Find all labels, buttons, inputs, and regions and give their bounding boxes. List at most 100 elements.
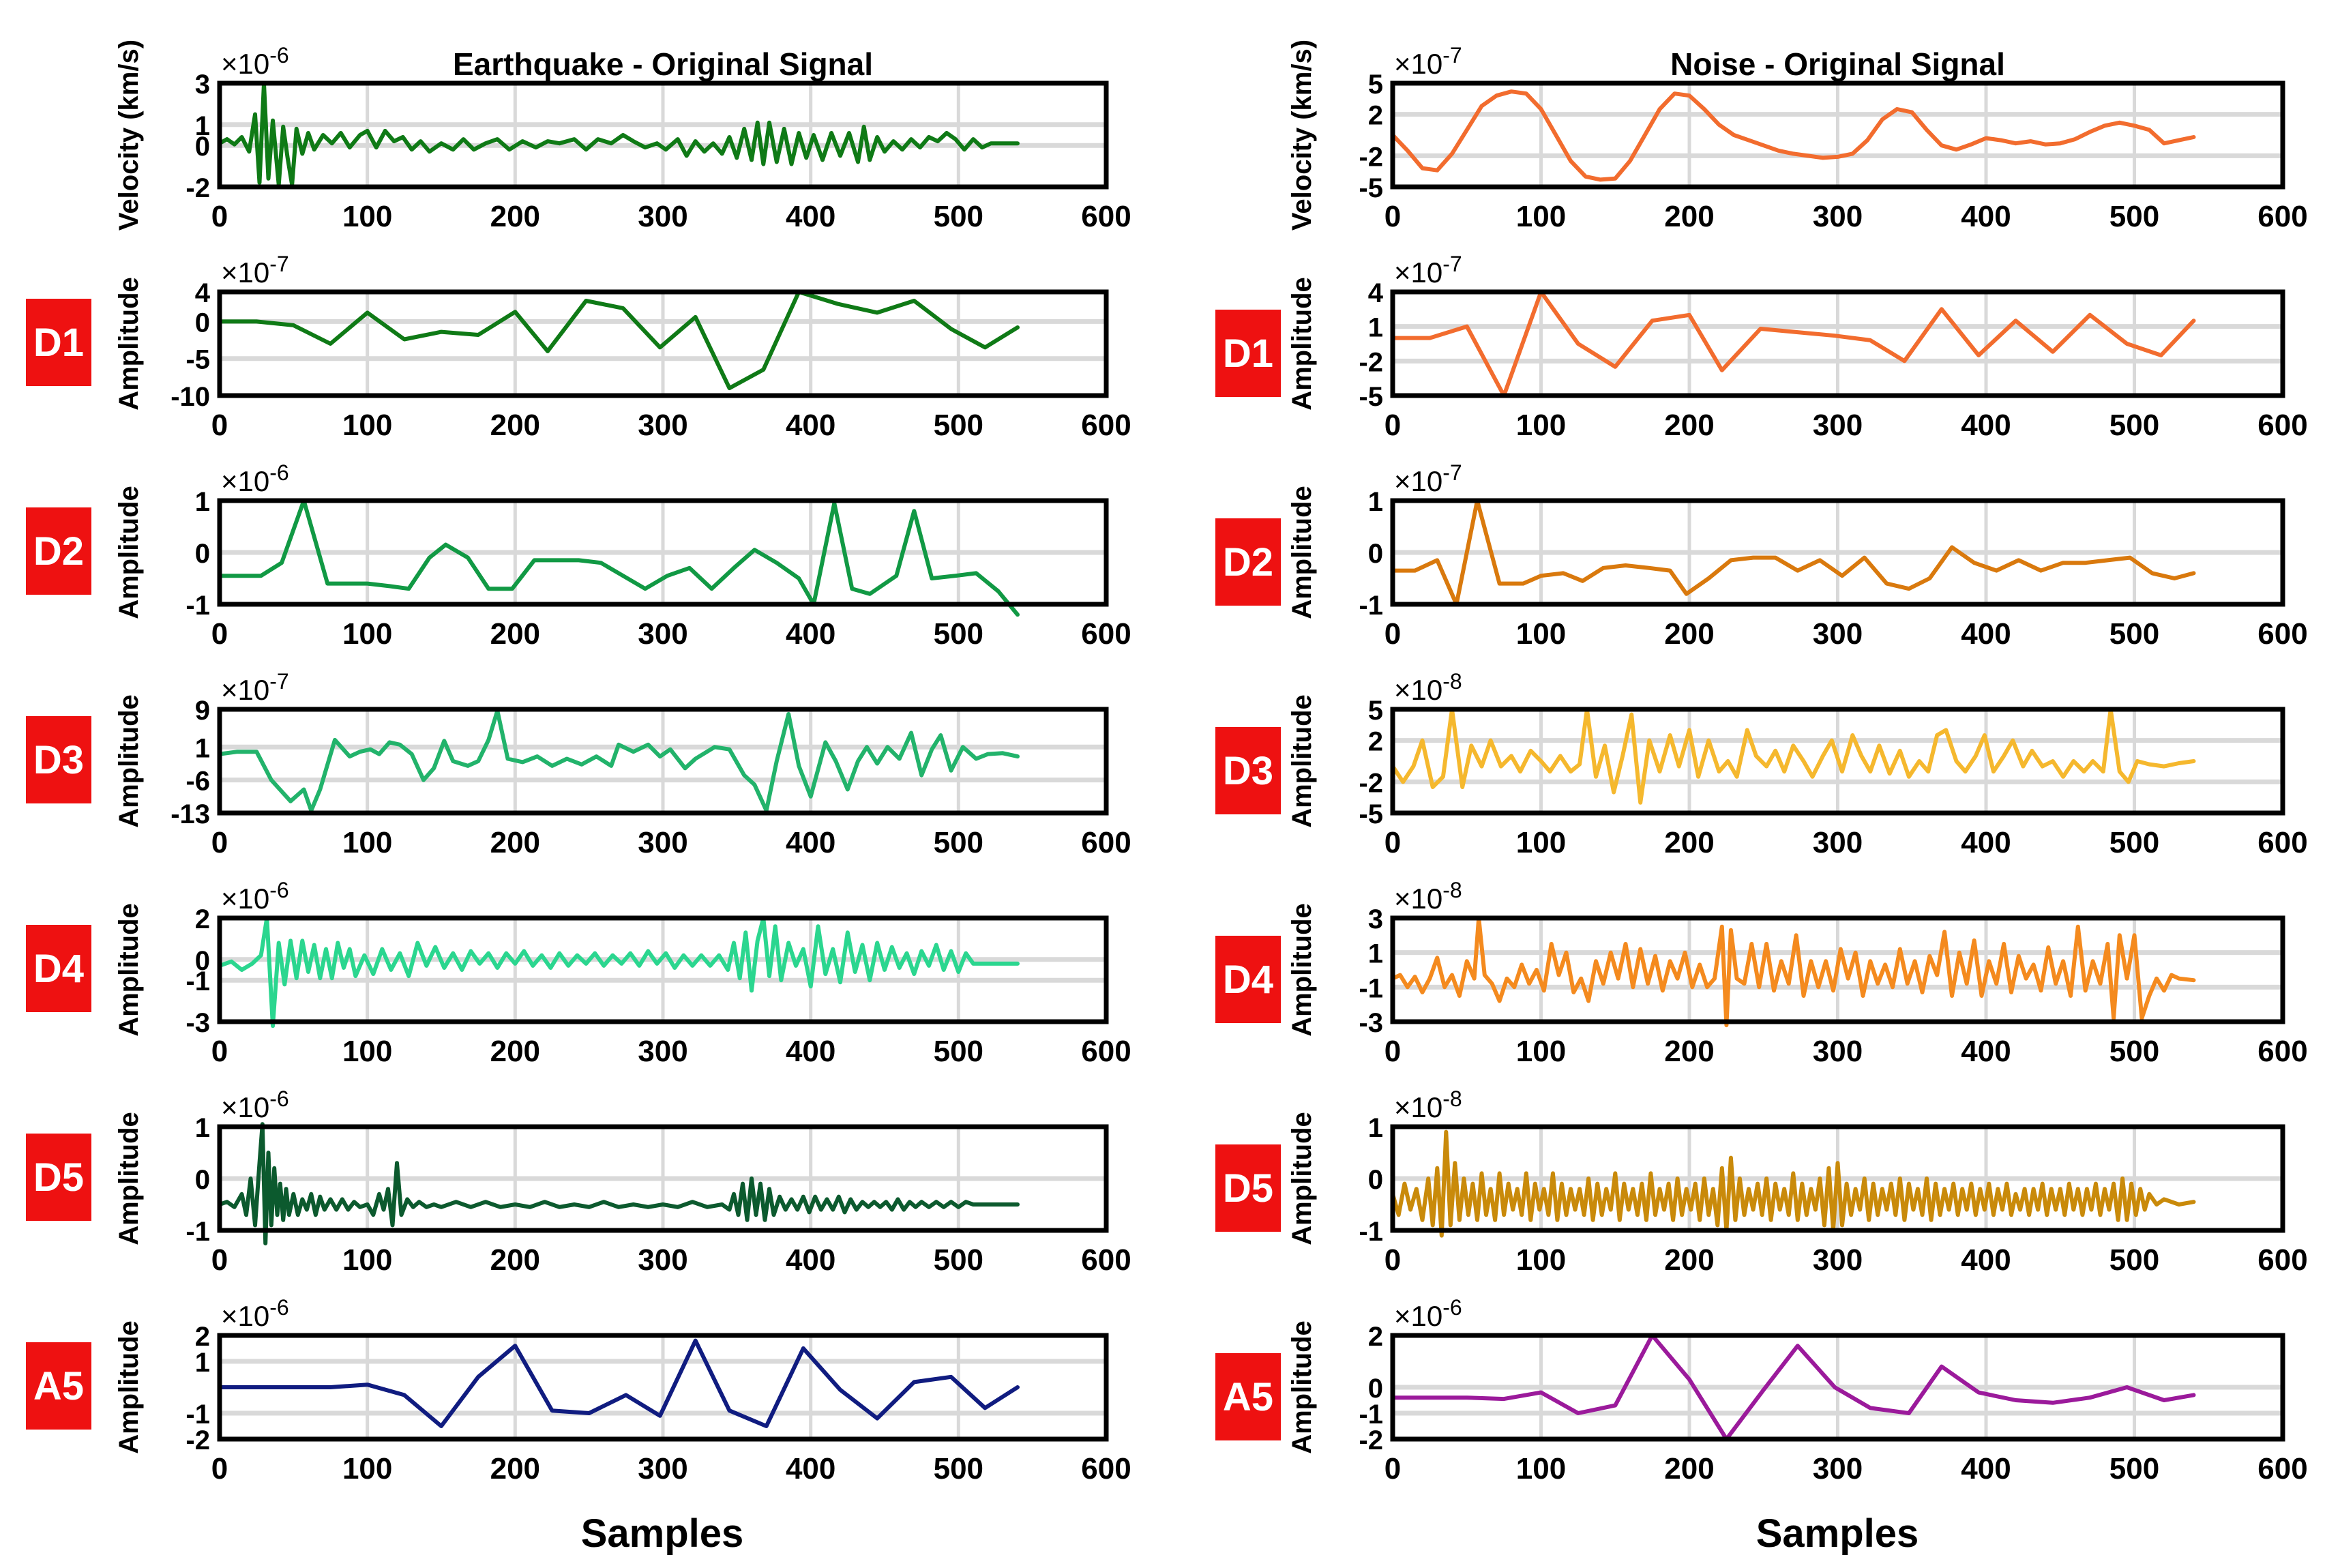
x-tick-label: 300: [1813, 409, 1863, 442]
x-tick-label: 600: [1081, 200, 1131, 233]
y-exponent-label: ×10-6: [221, 878, 289, 915]
y-tick-label: 0: [195, 1165, 210, 1195]
y-tick-label: -5: [1359, 799, 1383, 829]
x-tick-label: 0: [1384, 617, 1401, 651]
x-tick-label: 500: [934, 826, 983, 859]
exponent-power: -6: [269, 460, 288, 485]
y-axis-label: Amplitude: [114, 486, 144, 619]
y-axis-label: Amplitude: [114, 1112, 144, 1245]
exponent-power: -6: [269, 1086, 288, 1111]
x-tick-label: 100: [342, 617, 392, 651]
y-tick-label: -3: [186, 1008, 210, 1038]
y-axis-label: Amplitude: [1287, 1112, 1317, 1245]
y-tick-label: 2: [1368, 101, 1383, 131]
x-tick-label: 200: [490, 1035, 540, 1068]
badge-label: D4: [33, 947, 84, 991]
y-axis-label: Amplitude: [114, 694, 144, 828]
series-line-noise-original: [1391, 89, 2196, 182]
exponent-power: -7: [1442, 43, 1462, 68]
axes-box: [1390, 289, 2285, 398]
y-axis-label: Amplitude: [114, 277, 144, 411]
y-tick-label: 0: [195, 132, 210, 162]
x-tick-label: 500: [2109, 1243, 2159, 1277]
y-tick-label: -3: [1359, 1008, 1383, 1038]
x-tick-label: 0: [211, 617, 228, 651]
x-tick-label: 400: [786, 617, 835, 651]
series-line-noise-d3: [1391, 707, 2196, 805]
x-tick-label: 200: [1664, 826, 1714, 859]
x-tick-label: 0: [211, 1452, 228, 1485]
y-exponent-label: ×10-7: [1394, 252, 1462, 289]
y-tick-label: -2: [1359, 347, 1383, 377]
y-tick-label: 0: [195, 539, 210, 569]
x-tick-label: 300: [1813, 200, 1863, 233]
panel-earthquake-d1: 0 100 200 300 400 500 600-10-504×10-7Amplitude…: [26, 252, 1131, 442]
series-line-noise-d4: [1391, 916, 2196, 1028]
badge-earthquake-d1: [26, 299, 91, 386]
y-axis-label: Amplitude: [1287, 903, 1317, 1037]
exponent-base: ×10: [221, 256, 269, 289]
x-tick-label: 200: [1664, 1452, 1714, 1485]
x-tick-label: 500: [2109, 1452, 2159, 1485]
x-tick-label: 600: [1081, 409, 1131, 442]
y-tick-label: 5: [1368, 696, 1383, 726]
series-line-noise-d5: [1391, 1129, 2196, 1238]
badge-noise-d5: [1215, 1144, 1281, 1232]
x-tick-label: 0: [211, 826, 228, 859]
y-tick-label: -1: [186, 1217, 210, 1247]
badge-earthquake-d4: [26, 925, 91, 1012]
y-axis-label: Amplitude: [1287, 1320, 1317, 1454]
x-tick-label: 100: [342, 826, 392, 859]
x-tick-label: 500: [2109, 826, 2159, 859]
x-tick-label: 300: [1813, 617, 1863, 651]
x-tick-label: 0: [1384, 826, 1401, 859]
y-tick-label: 0: [195, 1165, 210, 1195]
exponent-base: ×10: [1394, 674, 1442, 706]
x-tick-label: 200: [490, 409, 540, 442]
badge-earthquake-d5: [26, 1134, 91, 1221]
x-tick-label: 200: [1664, 200, 1714, 233]
badge-noise-d3: [1215, 727, 1281, 814]
x-tick-label: 600: [1081, 826, 1131, 859]
y-tick-label: 2: [195, 904, 210, 934]
y-tick-label: -1: [186, 966, 210, 996]
x-tick-label: 300: [638, 617, 687, 651]
y-tick-label: 3: [195, 70, 210, 100]
y-exponent-label: ×10-7: [1394, 460, 1462, 497]
series-line-earthquake-d3: [218, 709, 1020, 813]
y-tick-label: 1: [195, 733, 210, 763]
badge-noise-a5: [1215, 1353, 1281, 1440]
x-tick-label: 200: [1664, 409, 1714, 442]
xlabel-noise-column: Samples: [1756, 1511, 1919, 1556]
x-tick-label: 100: [342, 1452, 392, 1485]
y-tick-label: -1: [1359, 1217, 1383, 1247]
x-tick-label: 500: [934, 1035, 983, 1068]
x-tick-label: 0: [1384, 200, 1401, 233]
y-tick-label: 0: [195, 946, 210, 976]
axes-box: [1390, 1124, 2285, 1233]
series-line-earthquake-a5: [218, 1338, 1020, 1428]
y-tick-label: 9: [195, 696, 210, 726]
x-tick-label: 600: [1081, 1452, 1131, 1485]
exponent-power: -7: [1442, 460, 1462, 485]
y-exponent-label: ×10-6: [221, 1086, 289, 1123]
exponent-base: ×10: [221, 1091, 269, 1123]
y-tick-label: 0: [1368, 539, 1383, 569]
x-tick-label: 300: [638, 1452, 687, 1485]
x-tick-label: 0: [1384, 1035, 1401, 1068]
x-tick-label: 400: [786, 200, 835, 233]
exponent-base: ×10: [1394, 1300, 1442, 1332]
x-tick-label: 500: [2109, 1035, 2159, 1068]
exponent-base: ×10: [221, 1300, 269, 1332]
y-exponent-label: ×10-6: [221, 43, 289, 80]
axes-box: [217, 1124, 1109, 1233]
x-tick-label: 600: [2257, 1452, 2307, 1485]
y-tick-label: 1: [1368, 939, 1383, 969]
x-tick-label: 600: [1081, 1035, 1131, 1068]
x-tick-label: 100: [1516, 826, 1566, 859]
x-tick-label: 600: [2257, 1243, 2307, 1277]
